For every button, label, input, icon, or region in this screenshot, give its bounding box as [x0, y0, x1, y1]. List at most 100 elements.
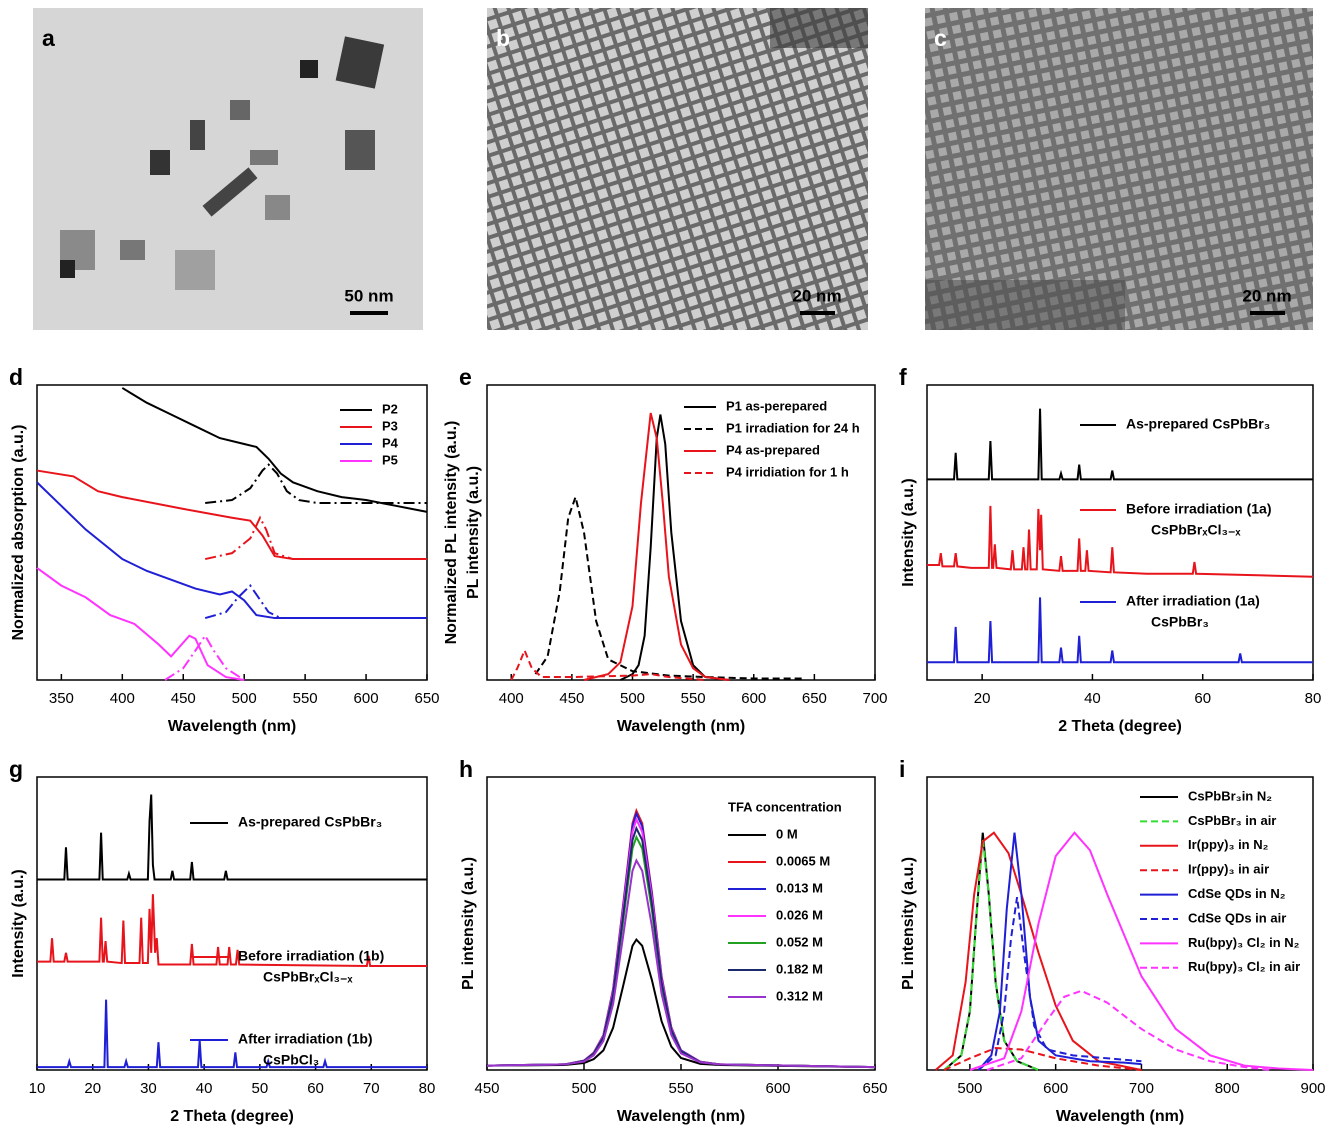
plot-frame	[486, 776, 876, 1071]
series-line	[977, 896, 1142, 1071]
x-tick-label: 600	[765, 1080, 790, 1097]
plot-frame	[36, 384, 428, 681]
x-tick-label: 20	[84, 1080, 101, 1097]
legend-label: After irradiation (1a)	[1126, 593, 1260, 609]
x-tick-label: 450	[559, 690, 584, 707]
series-line	[164, 633, 245, 681]
micrograph-c: c 20 nm	[925, 8, 1313, 330]
x-tick-label: 700	[1129, 1080, 1154, 1097]
legend-label: CdSe QDs in air	[1188, 910, 1286, 925]
series-line	[486, 834, 876, 1069]
plot-frame	[926, 384, 1314, 681]
x-tick-label: 550	[293, 690, 318, 707]
series-line	[943, 1047, 1142, 1071]
x-tick-label: 40	[196, 1080, 213, 1097]
legend-label: As-prepared CsPbBr₃	[238, 814, 382, 830]
plot-frame	[926, 776, 1314, 1071]
series-line	[204, 584, 427, 620]
series-line	[934, 831, 1142, 1071]
x-tick-label: 700	[862, 690, 887, 707]
x-tick-label: 650	[802, 690, 827, 707]
legend-label: 0.0065 M	[776, 853, 830, 868]
x-tick-label: 400	[499, 690, 524, 707]
series-line	[37, 794, 427, 881]
legend-label: Ir(ppy)₃ in N₂	[1188, 837, 1269, 852]
legend-label: P4	[382, 435, 399, 450]
legend-label: CsPbBrₓCl₃₋ₓ	[263, 969, 353, 985]
x-tick-label: 500	[571, 1080, 596, 1097]
x-tick-label: 800	[1215, 1080, 1240, 1097]
x-axis-label: Wavelength (nm)	[168, 718, 296, 735]
x-tick-label: 60	[1194, 690, 1211, 707]
series-line	[977, 832, 1142, 1071]
scale-bar-label: 50 nm	[344, 286, 393, 305]
legend-label: Ru(bpy)₃ Cl₂ in N₂	[1188, 935, 1300, 950]
legend-label: Before irradiation (1b)	[238, 948, 384, 964]
series-line	[927, 597, 1313, 664]
panel-label: d	[9, 364, 23, 390]
plot-frame	[486, 384, 876, 681]
legend-label: After irradiation (1b)	[238, 1031, 373, 1047]
x-tick-label: 650	[862, 1080, 887, 1097]
x-tick-label: 400	[110, 690, 135, 707]
x-tick-label: 500	[620, 690, 645, 707]
series-line	[510, 647, 706, 681]
image-label: b	[496, 25, 510, 51]
x-tick-label: 500	[957, 1080, 982, 1097]
legend-label: P4 as-prepared	[726, 442, 820, 457]
legend-label: P1 as-perepared	[726, 398, 827, 413]
series-line	[36, 469, 427, 561]
x-tick-label: 450	[474, 1080, 499, 1097]
legend-label: 0.013 M	[776, 880, 823, 895]
series-line	[486, 825, 876, 1069]
legend-label: CsPbBr₃ in air	[1188, 813, 1276, 828]
legend-label: Before irradiation (1a)	[1126, 501, 1271, 517]
panel-label: i	[899, 756, 905, 782]
legend-label: 0.182 M	[776, 961, 823, 976]
y-axis-label: Normalized PL intensity (a.u.)	[443, 421, 460, 645]
series-line	[619, 414, 730, 681]
x-tick-label: 20	[974, 690, 991, 707]
legend-label: CsPbBr₃in N₂	[1188, 788, 1272, 803]
legend-label: CdSe QDs in N₂	[1188, 886, 1286, 901]
legend-label: P1 irradiation for 24 h	[726, 420, 860, 435]
x-tick-label: 900	[1300, 1080, 1325, 1097]
legend-label: CsPbBrₓCl₃₋ₓ	[1151, 522, 1241, 538]
legend-label: P3	[382, 418, 398, 433]
x-tick-label: 80	[1305, 690, 1322, 707]
y-axis-label: Intensity (a.u.)	[900, 478, 917, 586]
legend-label: CsPbCl₃	[263, 1052, 319, 1068]
x-tick-label: 50	[252, 1080, 269, 1097]
series-line	[36, 481, 427, 620]
x-tick-label: 550	[681, 690, 706, 707]
scale-bar-label: 20 nm	[1242, 286, 1291, 305]
x-tick-label: 70	[363, 1080, 380, 1097]
legend-label: Ru(bpy)₃ Cl₂ in air	[1188, 959, 1300, 974]
image-label: c	[934, 25, 947, 51]
legend-label: 0.026 M	[776, 907, 823, 922]
series-line	[37, 894, 427, 967]
y-axis-label: PL intensity (a.u.)	[900, 857, 917, 990]
legend-label: CsPbBr₃	[1151, 614, 1209, 630]
plot-frame	[36, 776, 428, 1071]
image-label: a	[42, 25, 55, 51]
x-tick-label: 60	[307, 1080, 324, 1097]
series-line	[927, 505, 1314, 578]
x-tick-label: 80	[419, 1080, 436, 1097]
series-line	[121, 387, 428, 513]
y-axis-label: Intensity (a.u.)	[10, 869, 27, 977]
x-tick-label: 600	[354, 690, 379, 707]
legend-label: As-prepared CsPbBr₃	[1126, 416, 1270, 432]
legend-label: Ir(ppy)₃ in air	[1188, 862, 1269, 877]
x-tick-label: 650	[414, 690, 439, 707]
panel-label: e	[459, 364, 472, 390]
x-axis-label: 2 Theta (degree)	[1058, 718, 1182, 735]
series-line	[486, 858, 876, 1069]
y-axis-label: PL intensity (a.u.)	[465, 466, 482, 599]
panel-label: f	[899, 364, 907, 390]
scale-bar-label: 20 nm	[792, 286, 841, 305]
panel-label: h	[459, 756, 473, 782]
legend-label: P4 irridiation for 1 h	[726, 464, 849, 479]
y-axis-label: PL intensity (a.u.)	[460, 857, 477, 990]
